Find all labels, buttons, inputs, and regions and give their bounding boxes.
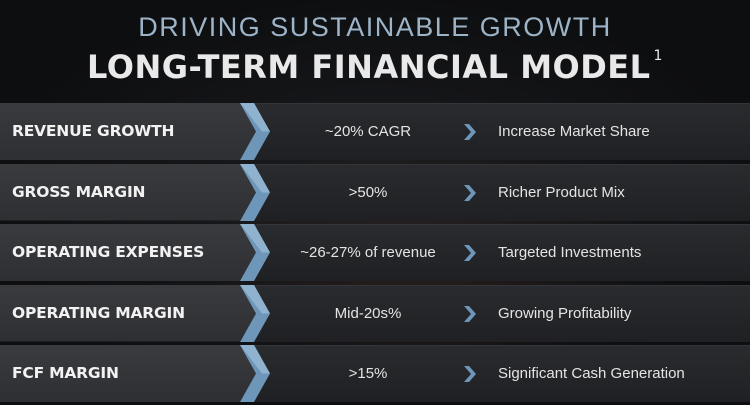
row-value: ~20% CAGR xyxy=(324,123,412,140)
chevron-right-icon xyxy=(464,124,476,140)
chevron-right-icon xyxy=(240,345,270,402)
chevron-right-icon xyxy=(240,224,270,281)
row-background xyxy=(243,103,750,160)
row-label: FCF MARGIN xyxy=(12,364,119,382)
row-value: ~26-27% of revenue xyxy=(300,244,436,261)
row-background xyxy=(243,284,750,342)
chevron-right-icon xyxy=(464,366,476,382)
row-description: Significant Cash Generation xyxy=(498,365,685,382)
slide-subtitle: DRIVING SUSTAINABLE GROWTH xyxy=(138,12,612,42)
row-value: >50% xyxy=(348,183,388,201)
slide-title-text: LONG-TERM FINANCIAL MODEL xyxy=(87,48,651,86)
table-row: REVENUE GROWTH ~20% CAGR Increase Market… xyxy=(0,103,750,160)
chevron-right-icon xyxy=(240,103,270,160)
table-row: OPERATING EXPENSES ~26-27% of revenue Ta… xyxy=(0,224,750,281)
row-value: Mid-20s% xyxy=(334,304,402,322)
row-label: OPERATING EXPENSES xyxy=(12,243,205,261)
row-label: OPERATING MARGIN xyxy=(12,303,185,322)
chevron-right-icon xyxy=(464,245,476,261)
table-row: FCF MARGIN >15% Significant Cash Generat… xyxy=(0,345,750,402)
row-description: Increase Market Share xyxy=(498,123,650,140)
table-row: OPERATING MARGIN Mid-20s% Growing Profit… xyxy=(0,284,750,342)
row-label: GROSS MARGIN xyxy=(12,182,146,201)
row-label-box xyxy=(0,224,256,281)
slide-title: LONG-TERM FINANCIAL MODEL 1 xyxy=(0,48,750,86)
chevron-right-icon xyxy=(240,284,270,342)
row-label-box xyxy=(0,163,256,221)
chevron-right-icon xyxy=(464,184,476,201)
row-description: Growing Profitability xyxy=(498,304,632,322)
row-background xyxy=(243,224,750,281)
row-label: REVENUE GROWTH xyxy=(12,122,175,140)
row-background xyxy=(243,345,750,402)
chevron-right-icon xyxy=(240,163,270,221)
row-description: Targeted Investments xyxy=(498,244,642,261)
footnote-marker: 1 xyxy=(653,48,663,65)
row-description: Richer Product Mix xyxy=(498,183,625,201)
row-label-box xyxy=(0,284,256,342)
row-label-box xyxy=(0,345,256,402)
row-value: >15% xyxy=(348,365,388,382)
row-background xyxy=(243,163,750,221)
table-row: GROSS MARGIN >50% Richer Product Mix xyxy=(0,163,750,221)
chevron-right-icon xyxy=(464,305,476,322)
row-label-box xyxy=(0,103,256,160)
